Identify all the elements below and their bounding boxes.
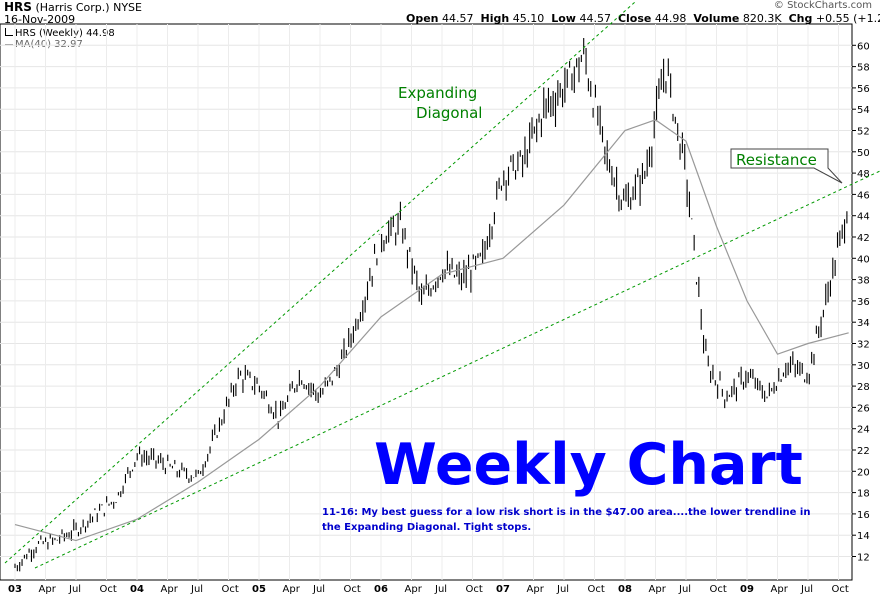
y-tick-label: 28 xyxy=(857,382,870,393)
y-tick-label: 36 xyxy=(857,297,870,308)
exchange-name: NYSE xyxy=(113,1,142,14)
y-tick-label: 52 xyxy=(857,127,870,138)
y-tick-label: 26 xyxy=(857,403,870,414)
x-tick-label: 03 xyxy=(8,584,22,595)
x-tick-label: Oct xyxy=(466,584,483,595)
x-tick-label: 06 xyxy=(374,584,388,595)
y-tick-label: 48 xyxy=(857,169,870,180)
diagonal-label: Diagonal xyxy=(416,104,482,122)
y-tick-label: 58 xyxy=(857,63,870,74)
company-name: (Harris Corp.) xyxy=(35,1,110,14)
ma-legend: MA(40) 32.97 xyxy=(5,39,83,50)
x-tick-label: Oct xyxy=(588,584,605,595)
x-tick-label: Jul xyxy=(312,584,325,595)
x-tick-label: 09 xyxy=(740,584,754,595)
x-tick-label: Jul xyxy=(434,584,447,595)
ma-legend-text: MA(40) 32.97 xyxy=(15,39,83,50)
y-tick-label: 32 xyxy=(857,340,870,351)
note-line-1: 11-16: My best guess for a low risk shor… xyxy=(322,507,810,518)
open-label: Open xyxy=(406,12,439,25)
ma-line-icon xyxy=(5,43,13,45)
stockcharts-watermark: © StockCharts.com xyxy=(773,0,872,11)
y-tick-label: 42 xyxy=(857,233,870,244)
plot-border xyxy=(0,23,853,581)
y-tick-label: 18 xyxy=(857,489,870,500)
resistance-label: Resistance xyxy=(736,151,817,169)
upper-trendline xyxy=(4,1,636,564)
y-tick-label: 20 xyxy=(857,467,870,478)
y-tick-label: 56 xyxy=(857,84,870,95)
ticker-symbol: HRS xyxy=(4,0,32,14)
y-tick-label: 22 xyxy=(857,446,870,457)
price-legend-text: HRS (Weekly) 44.98 xyxy=(15,28,115,39)
y-tick-label: 54 xyxy=(857,105,870,116)
x-tick-label: Apr xyxy=(39,584,57,595)
x-tick-label: Oct xyxy=(832,584,849,595)
symbol-header: HRS (Harris Corp.) NYSE xyxy=(4,0,142,14)
open-value: 44.57 xyxy=(442,12,474,25)
x-tick-label: Jul xyxy=(68,584,81,595)
x-tick-label: 07 xyxy=(496,584,510,595)
resistance-callout xyxy=(730,148,843,184)
y-tick-label: 44 xyxy=(857,212,870,223)
volume-label: Volume xyxy=(693,12,740,25)
y-tick-label: 60 xyxy=(857,41,870,52)
low-value: 44.57 xyxy=(579,12,611,25)
change-value: +0.55 (+1.24%) xyxy=(815,12,880,25)
y-tick-label: 38 xyxy=(857,276,870,287)
expanding-label: Expanding xyxy=(398,84,477,102)
weekly-chart-title: Weekly Chart xyxy=(374,432,803,498)
x-tick-label: 08 xyxy=(618,584,632,595)
close-label: Close xyxy=(617,12,652,25)
x-tick-label: Jul xyxy=(800,584,813,595)
x-tick-label: Apr xyxy=(649,584,667,595)
y-tick-label: 16 xyxy=(857,510,870,521)
y-tick-label: 34 xyxy=(857,318,870,329)
x-tick-label: Apr xyxy=(771,584,789,595)
x-tick-label: Apr xyxy=(527,584,545,595)
x-tick-label: Apr xyxy=(283,584,301,595)
y-tick-label: 50 xyxy=(857,148,870,159)
x-tick-label: Jul xyxy=(190,584,203,595)
x-tick-label: Jul xyxy=(556,584,569,595)
x-tick-label: Oct xyxy=(100,584,117,595)
low-label: Low xyxy=(551,12,576,25)
note-line-2: the Expanding Diagonal. Tight stops. xyxy=(322,522,531,533)
x-tick-label: Oct xyxy=(344,584,361,595)
x-tick-label: Apr xyxy=(161,584,179,595)
y-tick-label: 46 xyxy=(857,190,870,201)
volume-value: 820.3K xyxy=(742,12,782,25)
y-tick-label: 14 xyxy=(857,531,870,542)
y-tick-label: 24 xyxy=(857,425,870,436)
close-value: 44.98 xyxy=(654,12,687,25)
ohlc-readout: Open 44.57 High 45.10 Low 44.57 Close 44… xyxy=(406,12,880,25)
x-tick-label: 04 xyxy=(130,584,144,595)
y-tick-label: 12 xyxy=(857,553,870,564)
x-tick-label: Jul xyxy=(678,584,691,595)
ma40-line xyxy=(14,119,849,542)
chart-date: 16-Nov-2009 xyxy=(4,13,76,26)
y-tick-label: 40 xyxy=(857,254,870,265)
high-value: 45.10 xyxy=(512,12,545,25)
x-tick-label: Apr xyxy=(405,584,423,595)
price-legend: HRS (Weekly) 44.98 xyxy=(5,28,115,39)
x-tick-label: Oct xyxy=(222,584,239,595)
ohlc-bar-icon xyxy=(5,28,13,36)
x-tick-label: 05 xyxy=(252,584,266,595)
high-label: High xyxy=(480,12,510,25)
change-label: Chg xyxy=(788,12,813,25)
y-tick-label: 30 xyxy=(857,361,870,372)
x-tick-label: Oct xyxy=(710,584,727,595)
